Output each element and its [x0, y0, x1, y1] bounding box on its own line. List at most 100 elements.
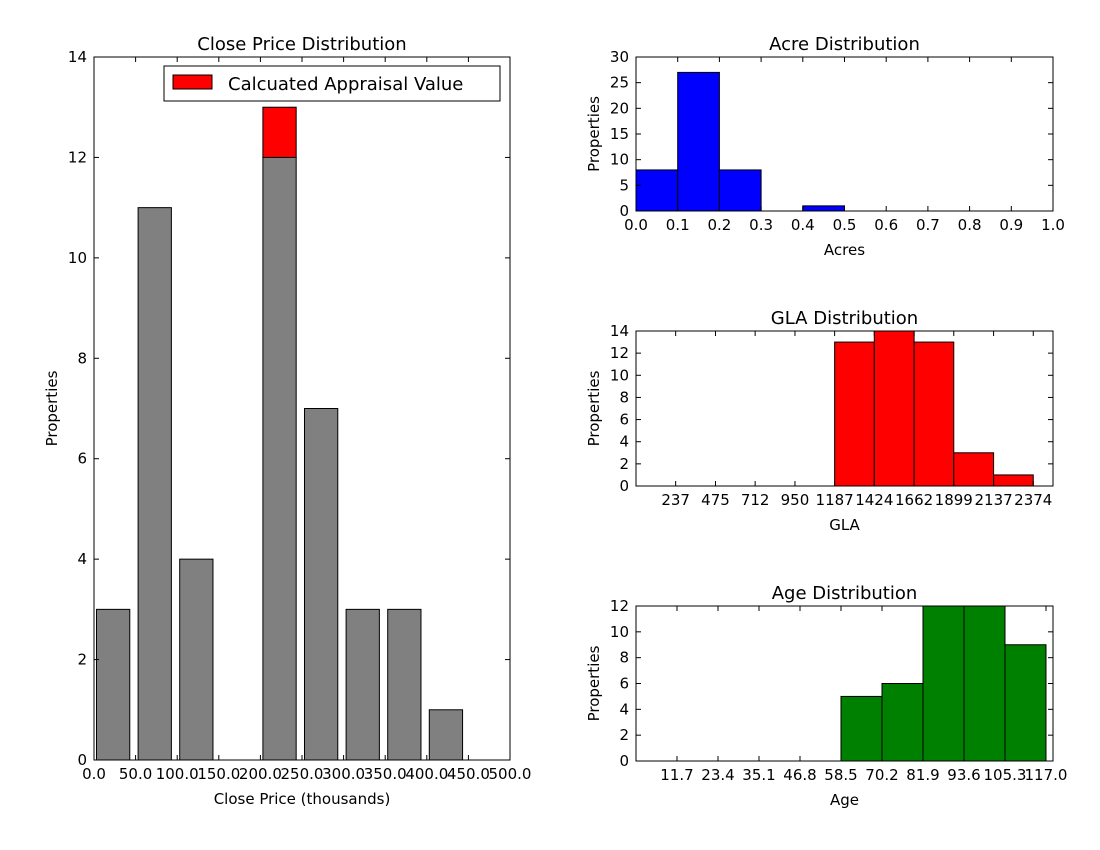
legend-label: Calcuated Appraisal Value — [228, 74, 463, 95]
bar-0-1-0 — [262, 106, 297, 158]
x-tick-label: 1187 — [816, 491, 854, 509]
bar-3-0-7 — [963, 605, 1006, 762]
y-tick-label: 4 — [619, 700, 629, 718]
x-tick-label: 500.0 — [489, 765, 532, 783]
bar-0-0-4 — [303, 408, 339, 761]
x-tick-label: 237 — [661, 491, 690, 509]
bar-1-0-4 — [802, 205, 845, 212]
chart-3: 0 2 4 6 8 10 12 11.7 23.4 35.1 46.8 58.5 70.2 81.9 93.… — [585, 583, 1067, 809]
bar-0-0-2 — [179, 558, 214, 761]
y-tick-label: 6 — [619, 411, 629, 429]
x-tick-label: 1424 — [855, 491, 893, 509]
chart-title: GLA Distribution — [771, 308, 918, 329]
x-tick-label: 0.0 — [82, 765, 106, 783]
x-tick-label: 950 — [781, 491, 810, 509]
bar-1-0-0 — [635, 169, 679, 212]
y-tick-label: 12 — [610, 344, 629, 362]
bar-0-0-3 — [262, 156, 297, 761]
bar-2-0-6 — [913, 341, 955, 487]
y-axis-label: Properties — [43, 370, 61, 446]
y-tick-label: 8 — [619, 649, 629, 667]
chart-0: 0 2 4 6 8 10 12 14 0.0 50.0 100.0150.0200.0250.030… — [43, 34, 531, 808]
bar-2-0-8 — [993, 474, 1034, 487]
x-tick-label: 23.4 — [701, 766, 734, 784]
x-tick-label: 2137 — [975, 491, 1013, 509]
x-tick-label: 46.8 — [783, 766, 816, 784]
x-tick-label: 0.5 — [833, 216, 857, 234]
y-tick-label: 20 — [610, 99, 629, 117]
bar-2-0-5 — [873, 330, 915, 487]
x-tick-label: 70.2 — [865, 766, 898, 784]
chart-1: 0 5 10 15 20 25 30 0.0 0.1 0.2 0.3 0.4 0.5 0.6 0.7 0.8 0… — [585, 34, 1065, 259]
x-axis-label: Age — [830, 791, 859, 809]
x-tick-label: 2374 — [1014, 491, 1052, 509]
x-tick-label: 0.6 — [874, 216, 898, 234]
x-tick-label: 0.8 — [958, 216, 982, 234]
bar-0-0-0 — [95, 608, 131, 761]
x-tick-label: 81.9 — [906, 766, 939, 784]
y-tick-label: 15 — [610, 125, 629, 143]
x-tick-label: 475 — [701, 491, 730, 509]
x-tick-label: 0.3 — [749, 216, 773, 234]
x-tick-label: 50.0 — [119, 765, 152, 783]
y-axis-label: Properties — [585, 96, 603, 172]
bar-3-0-4 — [840, 695, 883, 762]
x-tick-label: 100.0 — [156, 765, 199, 783]
bar-0-0-5 — [345, 608, 380, 761]
y-tick-label: 4 — [619, 433, 629, 451]
y-tick-label: 4 — [77, 550, 87, 568]
legend-box — [163, 65, 501, 102]
y-tick-label: 2 — [619, 455, 629, 473]
x-axis-label: Acres — [824, 241, 865, 259]
x-tick-label: 350.0 — [364, 765, 407, 783]
y-tick-label: 12 — [68, 148, 87, 166]
x-tick-label: 0.0 — [624, 216, 648, 234]
x-axis-label: Close Price (thousands) — [214, 790, 391, 808]
x-tick-label: 300.0 — [322, 765, 365, 783]
y-tick-label: 10 — [610, 623, 629, 641]
x-tick-label: 105.3 — [984, 766, 1027, 784]
y-tick-label: 14 — [68, 48, 87, 66]
x-tick-label: 1899 — [935, 491, 973, 509]
y-tick-label: 0 — [619, 752, 629, 770]
x-tick-label: 0.9 — [999, 216, 1023, 234]
y-tick-label: 6 — [77, 450, 87, 468]
x-tick-label: 0.4 — [791, 216, 815, 234]
bar-2-0-4 — [834, 341, 875, 487]
bar-0-0-1 — [137, 207, 172, 761]
x-tick-label: 250.0 — [281, 765, 324, 783]
x-tick-label: 0.7 — [916, 216, 940, 234]
x-tick-label: 150.0 — [197, 765, 240, 783]
y-tick-label: 5 — [619, 176, 629, 194]
y-tick-label: 14 — [610, 322, 629, 340]
bar-0-0-6 — [387, 608, 422, 761]
y-tick-label: 8 — [77, 349, 87, 367]
bar-3-0-5 — [881, 683, 924, 762]
bar-3-0-8 — [1004, 644, 1047, 762]
chart-title: Acre Distribution — [769, 34, 920, 55]
chart-title: Close Price Distribution — [197, 34, 406, 55]
bar-1-0-2 — [718, 169, 762, 212]
chart-title: Age Distribution — [772, 583, 918, 604]
y-tick-label: 10 — [610, 151, 629, 169]
bar-3-0-6 — [922, 605, 965, 762]
x-axis-label: GLA — [829, 516, 860, 534]
y-tick-label: 12 — [610, 597, 629, 615]
bar-1-0-1 — [677, 71, 720, 212]
x-tick-label: 117.0 — [1025, 766, 1068, 784]
x-tick-label: 200.0 — [239, 765, 282, 783]
y-tick-label: 0 — [619, 202, 629, 220]
y-tick-label: 2 — [77, 651, 87, 669]
y-tick-label: 30 — [610, 48, 629, 66]
x-tick-label: 58.5 — [824, 766, 857, 784]
y-axis-label: Properties — [585, 370, 603, 446]
x-tick-label: 1662 — [895, 491, 933, 509]
y-axis-label: Properties — [585, 645, 603, 721]
y-tick-label: 8 — [619, 388, 629, 406]
x-tick-label: 93.6 — [947, 766, 980, 784]
y-tick-label: 0 — [619, 477, 629, 495]
legend: Calcuated Appraisal Value — [163, 65, 501, 102]
bar-0-0-7 — [428, 709, 464, 761]
